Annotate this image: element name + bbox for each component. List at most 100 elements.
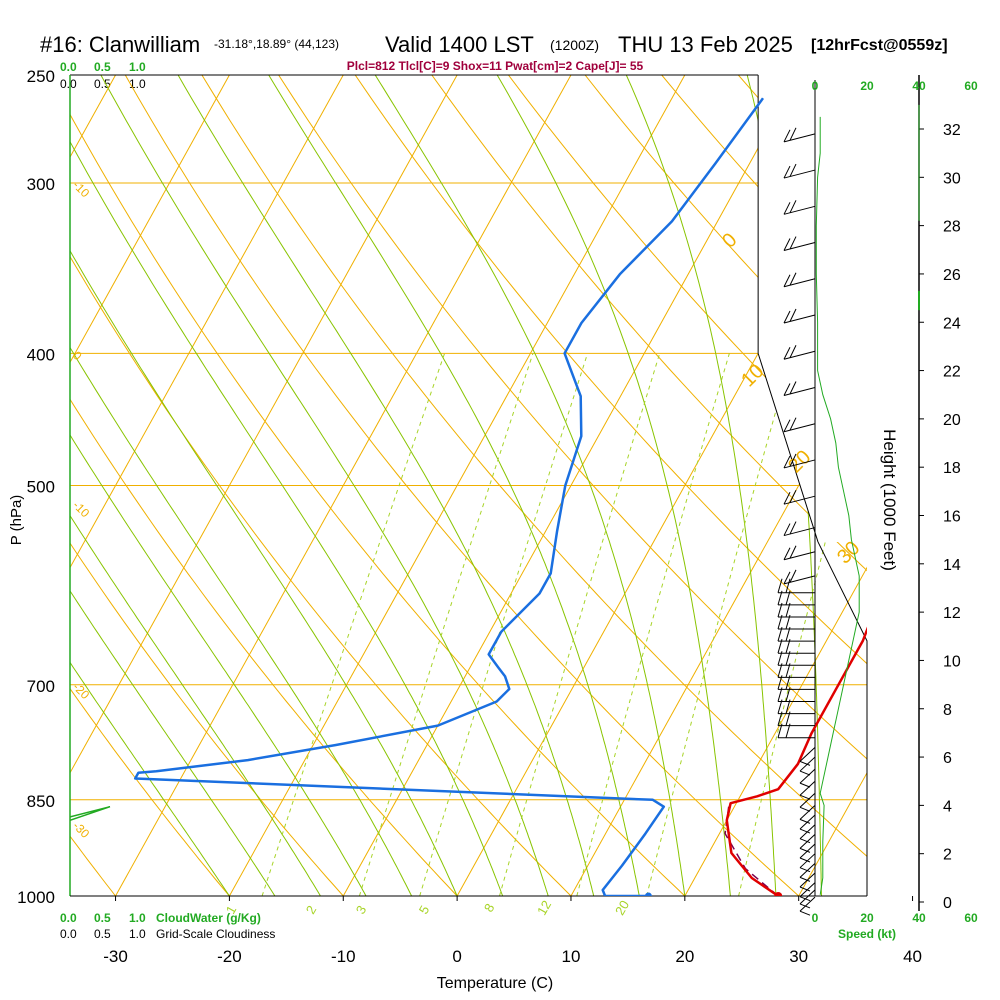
forecast-date: THU 13 Feb 2025: [618, 32, 793, 57]
wind-barb-flag: [783, 165, 791, 179]
height-tick-label: 28: [943, 219, 961, 236]
wind-barb-shaft: [799, 805, 816, 820]
isotherm-line: [70, 75, 230, 364]
dry-adiabat-line: [70, 398, 458, 896]
speed-tick-top: 60: [964, 79, 978, 93]
wind-barb-flag: [799, 828, 811, 834]
dry-adiabat-line: [70, 255, 572, 896]
temperature-tick-label: 30: [789, 947, 808, 966]
cloudwater-label: CloudWater (g/Kg): [156, 911, 261, 925]
moist-adiabat-line: [913, 75, 938, 896]
bottom-cloud-tick: 1.0: [129, 927, 146, 941]
speed-tick-top: 20: [860, 79, 874, 93]
wind-barb-shaft: [783, 551, 816, 561]
temperature-tick-label: -10: [331, 947, 356, 966]
upper-right-mask: [757, 75, 870, 896]
mixing-ratio-line: [646, 353, 793, 896]
surface-dewpoint-dot: [644, 892, 652, 896]
wind-barb-shaft: [783, 423, 816, 433]
dry-adiabat-line: [354, 75, 867, 665]
moist-adiabat-line: [177, 75, 595, 896]
wind-speed-line: [815, 116, 860, 895]
wind-barb: [777, 578, 815, 594]
top-cloud-tick: 0.0: [60, 77, 77, 91]
isotherm-line: [228, 75, 686, 896]
y-axis-label: P (hPa): [8, 495, 25, 546]
wind-barb: [799, 780, 816, 800]
wind-barb-flag: [799, 857, 811, 863]
mixing-ratio-label: 3: [353, 903, 370, 917]
wind-barb-flag: [799, 770, 811, 776]
wind-barb-flag: [789, 381, 797, 395]
wind-barb-flag: [799, 806, 811, 812]
wind-barb: [783, 521, 816, 537]
temperature-tick-label: -30: [103, 947, 128, 966]
wind-barb-shaft: [783, 459, 816, 469]
height-tick-label: 10: [943, 653, 961, 670]
wind-barb: [783, 236, 816, 252]
wind-barb-shaft: [799, 780, 816, 796]
wind-barb-flag: [789, 489, 797, 503]
wind-barb-flag: [789, 163, 797, 177]
indices-line: Plcl=812 Tlcl[C]=9 Shox=11 Pwat[cm]=2 Ca…: [347, 59, 644, 73]
wind-barb: [799, 889, 816, 909]
pressure-tick-label: 700: [27, 677, 55, 696]
isotherm-line: [913, 75, 1000, 896]
wind-barb-flag: [789, 345, 797, 358]
dry-adiabat-line: [70, 835, 117, 896]
mixing-ratio-label: 12: [534, 898, 554, 918]
station-title: #16: Clanwilliam: [40, 32, 200, 57]
height-tick-label: 22: [943, 364, 961, 381]
wind-barb: [783, 163, 816, 179]
wind-barb-flag: [783, 571, 791, 585]
background-lines: [70, 75, 1000, 896]
isotherm-label: -30: [70, 819, 92, 841]
wind-barb-flag: [783, 202, 791, 215]
speed-tick-bottom: 40: [912, 911, 926, 925]
moist-adiabat-line: [70, 514, 321, 896]
height-tick-label: 20: [943, 412, 961, 429]
wind-barb-flag: [783, 419, 791, 432]
wind-barb-flag: [785, 578, 791, 593]
wind-barb-flag: [799, 818, 811, 824]
wind-barb: [799, 768, 816, 788]
wind-barb: [783, 417, 816, 433]
wind-barb-shaft: [799, 747, 816, 762]
dry-adiabat-line: [70, 687, 231, 896]
wind-barb-flag: [789, 200, 797, 214]
height-tick-label: 2: [943, 847, 952, 864]
wind-barb-flag: [789, 308, 797, 322]
wind-barb: [783, 545, 816, 561]
wind-barb-flag: [789, 417, 797, 431]
cloudiness-label: Grid-Scale Cloudiness: [156, 927, 275, 941]
speed-tick-bottom: 60: [964, 911, 978, 925]
dry-adiabat-label: 0: [718, 229, 741, 252]
top-cloud-tick: 1.0: [129, 77, 146, 91]
wind-barb-shaft: [783, 242, 816, 252]
wind-barb-shaft: [799, 889, 816, 905]
wind-barb-shaft: [783, 575, 816, 585]
moist-adiabat-line: [268, 75, 640, 896]
wind-barb-shaft: [783, 205, 816, 215]
wind-barb-flag: [783, 455, 791, 469]
moist-adiabat-line: [70, 249, 458, 896]
mixing-ratio-line: [576, 353, 730, 896]
speed-tick-top: 0: [812, 79, 819, 93]
height-tick-label: 18: [943, 460, 961, 477]
forecast-info: [12hrFcst@0559z]: [811, 37, 948, 54]
wind-barb-flag: [789, 453, 797, 467]
dry-adiabat-line: [124, 75, 800, 896]
top-cw-tick: 1.0: [129, 60, 146, 74]
height-tick-label: 8: [943, 702, 952, 719]
height-tick-label: 16: [943, 509, 961, 526]
wind-barb-shaft: [799, 768, 816, 784]
dry-adiabat-line: [278, 75, 867, 760]
moist-adiabat-line: [70, 346, 413, 896]
mixing-ratio-line: [499, 353, 661, 896]
wind-barb: [783, 200, 816, 215]
wind-barb-shaft: [799, 896, 816, 912]
wind-barb: [799, 792, 816, 812]
wind-barb-shaft: [783, 527, 816, 537]
